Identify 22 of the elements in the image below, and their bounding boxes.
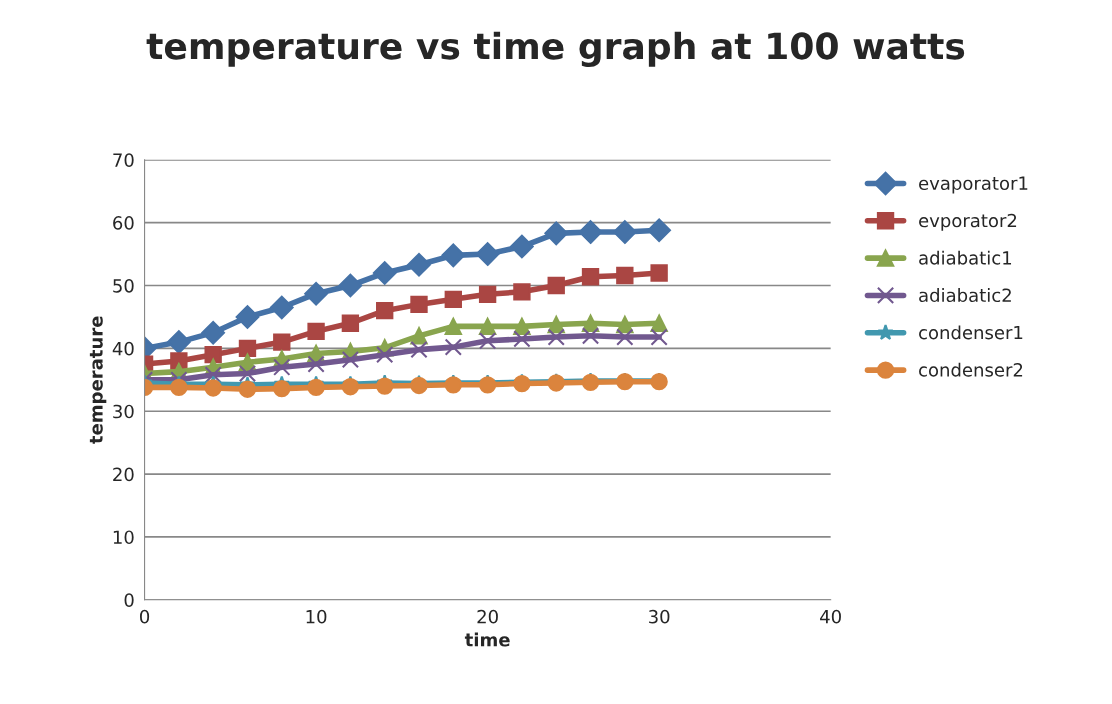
x-tick-label: 10 [306,609,327,624]
legend-label: evporator2 [919,213,1017,231]
y-tick-label: 70 [113,153,134,167]
y-tick-label: 30 [113,404,134,419]
legend-label: evaporator1 [919,176,1028,194]
y-tick-label: 10 [113,530,134,545]
x-axis-title: time [464,632,510,647]
y-axis-title: temperature [89,316,107,444]
y-tick-label: 20 [113,467,134,482]
legend-label: condenser2 [919,362,1023,377]
y-tick-label: 60 [113,216,134,230]
legend-label: condenser1 [919,325,1023,340]
legend-label: adiabatic2 [919,288,1011,303]
chart-title: temperature vs time graph at 100 watts [146,31,965,67]
x-tick-label: 30 [649,609,670,624]
y-tick-label: 0 [124,593,134,607]
x-tick-label: 0 [140,609,150,624]
x-tick-label: 40 [820,609,841,624]
legend-label: adiabatic1 [919,250,1012,265]
y-tick-label: 50 [113,278,134,293]
y-tick-label: 40 [112,341,134,356]
x-tick-label: 20 [477,609,498,624]
